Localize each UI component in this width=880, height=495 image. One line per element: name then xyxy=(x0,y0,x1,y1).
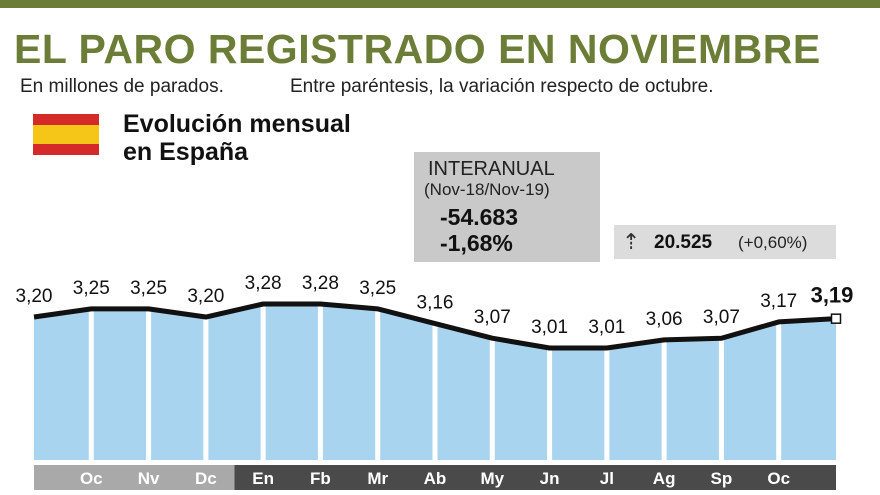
area-segment xyxy=(91,308,149,460)
x-tick-label: Nv xyxy=(138,469,160,488)
value-label: 3,28 xyxy=(245,273,282,294)
x-tick-label: Sp xyxy=(711,469,733,488)
value-label: 3,25 xyxy=(359,278,396,299)
up-arrow-icon: ⇡ xyxy=(622,229,641,254)
area-segment xyxy=(320,304,378,460)
area-segment xyxy=(492,338,550,460)
x-tick-label: Jl xyxy=(600,469,614,488)
page-title: EL PARO REGISTRADO EN NOVIEMBRE xyxy=(14,26,821,72)
value-label: 3,06 xyxy=(646,309,683,330)
section-title-line2: en España xyxy=(123,138,249,166)
area-segment xyxy=(721,321,779,460)
area-segment xyxy=(435,323,493,460)
area-segment xyxy=(778,318,836,460)
value-label: 3,01 xyxy=(588,317,625,338)
x-tick-label: Ag xyxy=(653,469,676,488)
area-segment xyxy=(549,348,607,460)
area-segment xyxy=(34,308,92,460)
area-segment xyxy=(205,304,264,460)
value-label: 3,25 xyxy=(73,278,110,299)
x-tick-label: Ab xyxy=(424,469,447,488)
x-tick-label: Oc xyxy=(767,469,790,488)
area-segment xyxy=(263,304,321,460)
value-label: 3,20 xyxy=(187,286,224,307)
section-title: Evolución mensual en España xyxy=(123,110,351,166)
value-label: 3,19 xyxy=(811,283,854,308)
x-tick-label: Jn xyxy=(540,469,560,488)
x-tick-label: Fb xyxy=(310,469,331,488)
value-label: 3,28 xyxy=(302,273,339,294)
area-segment xyxy=(606,339,665,460)
value-label: 3,01 xyxy=(531,317,568,338)
subtitle-note: Entre paréntesis, la variación respecto … xyxy=(290,76,714,97)
monthly-change-box: ⇡ 20.525 (+0,60%) xyxy=(614,225,836,259)
value-label: 3,17 xyxy=(760,291,797,312)
interanual-box: INTERANUAL (Nov-18/Nov-19) -54.683 -1,68… xyxy=(414,152,600,262)
value-label: 3,07 xyxy=(703,307,740,328)
interanual-absolute: -54.683 xyxy=(440,204,519,230)
last-value-marker xyxy=(830,313,842,324)
area-segment xyxy=(148,308,206,460)
value-label: 3,25 xyxy=(130,278,167,299)
monthly-change-percent: (+0,60%) xyxy=(738,233,808,252)
interanual-label: INTERANUAL xyxy=(428,158,555,180)
x-tick-label: My xyxy=(480,469,504,488)
area-segment xyxy=(664,338,722,460)
monthly-change-value: 20.525 xyxy=(654,232,713,253)
interanual-percent: -1,68% xyxy=(440,230,513,256)
value-label: 3,16 xyxy=(417,293,454,314)
axis-band-2018 xyxy=(34,465,235,490)
section-title-line1: Evolución mensual xyxy=(123,110,351,138)
value-label: 3,07 xyxy=(474,307,511,328)
unemployment-chart: 3,20 3,25 3,25 3,20 3,28 3,28 3,25 3,16 3,07 3,01… xyxy=(16,273,854,490)
spain-flag-icon xyxy=(33,114,99,155)
subtitle-units: En millones de parados. xyxy=(20,76,224,97)
axis-band-2019 xyxy=(234,465,836,490)
area-segment xyxy=(377,308,435,460)
x-tick-label: Mr xyxy=(367,469,388,488)
interanual-period: (Nov-18/Nov-19) xyxy=(424,180,550,199)
x-tick-label: Dc xyxy=(195,469,217,488)
top-accent-bar xyxy=(0,0,880,8)
x-tick-label: En xyxy=(252,469,274,488)
trend-line xyxy=(33,301,837,351)
x-tick-label: Oc xyxy=(80,469,103,488)
value-label: 3,20 xyxy=(16,286,53,307)
